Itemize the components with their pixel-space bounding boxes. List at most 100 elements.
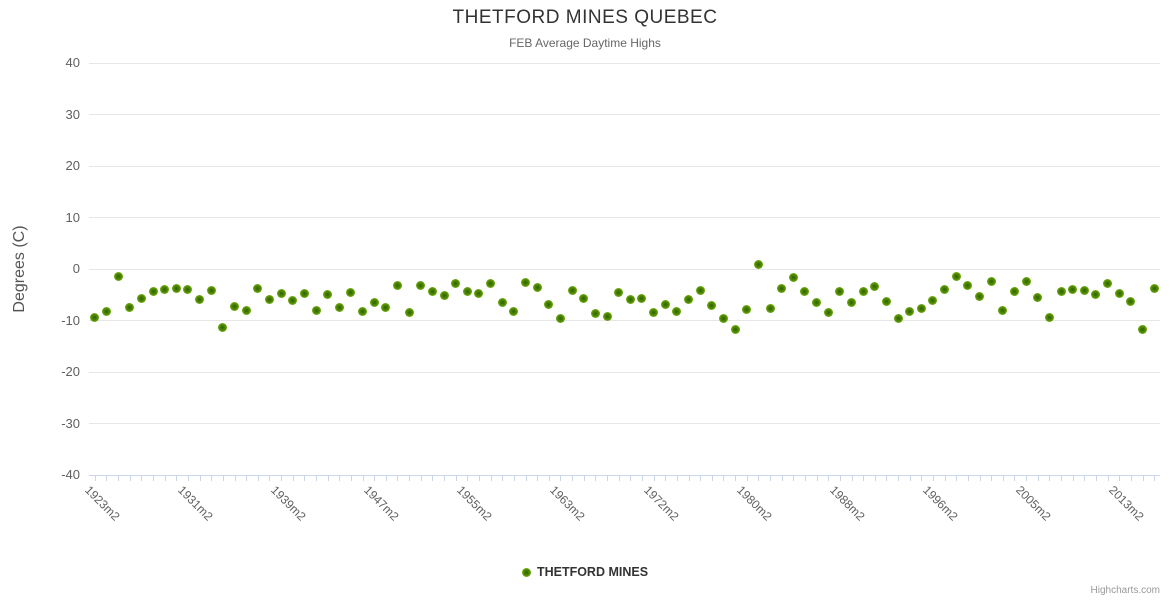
data-point[interactable] [567,285,577,295]
data-point[interactable] [1056,287,1066,297]
data-point[interactable] [451,279,461,289]
data-point[interactable] [823,307,833,317]
data-point[interactable] [218,322,228,332]
data-point[interactable] [439,290,449,300]
data-point[interactable] [858,287,868,297]
data-point[interactable] [684,294,694,304]
data-point[interactable] [1044,312,1054,322]
data-point[interactable] [416,281,426,291]
x-axis-tick [1037,475,1039,481]
data-point[interactable] [916,303,926,313]
data-point[interactable] [264,295,274,305]
data-point[interactable] [963,281,973,291]
data-point[interactable] [125,302,135,312]
y-gridline [89,217,1160,218]
data-point[interactable] [765,304,775,314]
data-point[interactable] [521,277,531,287]
data-point[interactable] [241,306,251,316]
data-point[interactable] [1126,296,1136,306]
data-point[interactable] [649,307,659,317]
y-axis-tick-label: 10 [65,209,80,225]
data-point[interactable] [1103,279,1113,289]
data-point[interactable] [614,287,624,297]
data-point[interactable] [672,306,682,316]
data-point[interactable] [835,287,845,297]
data-point[interactable] [660,300,670,310]
data-point[interactable] [288,296,298,306]
data-point[interactable] [928,296,938,306]
data-point[interactable] [625,295,635,305]
data-point[interactable] [602,311,612,321]
data-point[interactable] [707,300,717,310]
data-point[interactable] [346,288,356,298]
data-point[interactable] [940,285,950,295]
data-point[interactable] [311,306,321,316]
data-point[interactable] [323,289,333,299]
data-point[interactable] [753,260,763,270]
data-point[interactable] [183,285,193,295]
data-point[interactable] [427,286,437,296]
data-point[interactable] [392,281,402,291]
data-point[interactable] [1021,277,1031,287]
data-point[interactable] [975,291,985,301]
data-point[interactable] [160,285,170,295]
data-point[interactable] [369,298,379,308]
data-point[interactable] [113,272,123,282]
data-point[interactable] [555,313,565,323]
data-point[interactable] [1009,286,1019,296]
data-point[interactable] [800,287,810,297]
data-point[interactable] [812,298,822,308]
x-axis-tick [316,475,317,481]
highcharts-credits-link[interactable]: Highcharts.com [1090,585,1160,596]
data-point[interactable] [474,288,484,298]
data-point[interactable] [509,306,519,316]
data-point[interactable] [1138,325,1148,335]
data-point[interactable] [777,283,787,293]
data-point[interactable] [171,284,181,294]
data-point[interactable] [497,298,507,308]
data-point[interactable] [299,288,309,298]
data-point[interactable] [905,306,915,316]
data-point[interactable] [730,325,740,335]
data-point[interactable] [1091,290,1101,300]
data-point[interactable] [998,305,1008,315]
data-point[interactable] [870,282,880,291]
data-point[interactable] [90,313,100,323]
data-point[interactable] [334,302,344,312]
data-point[interactable] [986,277,996,287]
data-point[interactable] [788,272,798,282]
data-point[interactable] [1114,288,1124,298]
data-point[interactable] [742,304,752,314]
data-point[interactable] [101,306,111,316]
y-axis-tick-label: 30 [65,106,80,122]
data-point[interactable] [893,314,903,324]
legend-item[interactable]: THETFORD MINES [0,562,1170,582]
data-point[interactable] [486,279,496,289]
data-point[interactable] [230,302,240,312]
x-axis-tick [1026,475,1028,481]
data-point[interactable] [718,314,728,324]
data-point[interactable] [579,294,589,304]
data-point[interactable] [1149,284,1159,294]
data-point[interactable] [358,307,368,317]
data-point[interactable] [1068,285,1078,295]
data-point[interactable] [532,283,542,293]
data-point[interactable] [253,283,263,293]
data-point[interactable] [544,299,554,309]
data-point[interactable] [148,287,158,297]
data-point[interactable] [195,295,205,305]
data-point[interactable] [1079,286,1089,296]
data-point[interactable] [206,286,216,296]
data-point[interactable] [951,271,961,281]
data-point[interactable] [404,307,414,317]
data-point[interactable] [590,309,600,319]
data-point[interactable] [462,287,472,297]
data-point[interactable] [276,289,286,299]
data-point[interactable] [381,302,391,312]
data-point[interactable] [847,297,856,307]
data-point[interactable] [1033,293,1043,303]
data-point[interactable] [136,293,146,303]
data-point[interactable] [695,285,705,295]
data-point[interactable] [881,297,891,307]
data-point[interactable] [637,294,647,304]
